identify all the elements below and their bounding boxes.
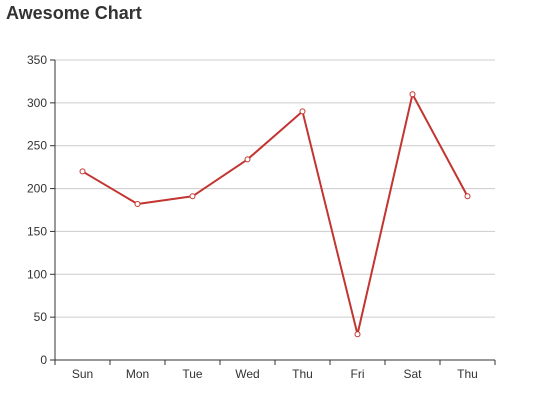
grid-lines — [55, 59, 495, 318]
data-point[interactable] — [134, 201, 141, 207]
y-tick-label: 0 — [40, 353, 47, 367]
series-line — [81, 93, 469, 336]
x-tick-label: Sun — [72, 367, 93, 381]
data-point[interactable] — [244, 156, 251, 163]
axes: 0 50 100 150 200 250 300 350 Sun Mon Tue Wed Thu Fri S… — [27, 53, 496, 381]
x-tick-label: Tue — [182, 367, 203, 381]
y-tick-label: 50 — [34, 310, 48, 324]
y-tick-label: 100 — [27, 267, 47, 281]
y-tick-label: 350 — [27, 53, 47, 67]
chart-title: Awesome Chart — [6, 3, 142, 23]
y-tick-label: 250 — [27, 139, 47, 153]
x-tick-label: Thu — [292, 367, 313, 381]
data-point[interactable] — [354, 331, 361, 338]
x-tick-label: Wed — [235, 367, 259, 381]
data-point[interactable] — [409, 91, 416, 98]
data-point[interactable] — [189, 193, 196, 200]
data-point[interactable] — [464, 193, 471, 200]
y-tick-label: 200 — [27, 182, 47, 196]
y-tick-label: 150 — [27, 224, 47, 238]
data-point[interactable] — [299, 108, 306, 115]
x-tick-label: Mon — [126, 367, 149, 381]
x-tick-label: Fri — [351, 367, 365, 381]
x-tick-label: Sat — [403, 367, 422, 381]
data-point[interactable] — [79, 168, 86, 175]
x-tick-label: Thu — [457, 367, 478, 381]
y-tick-label: 300 — [27, 96, 47, 110]
series-layer — [81, 93, 469, 336]
data-points — [79, 91, 471, 338]
